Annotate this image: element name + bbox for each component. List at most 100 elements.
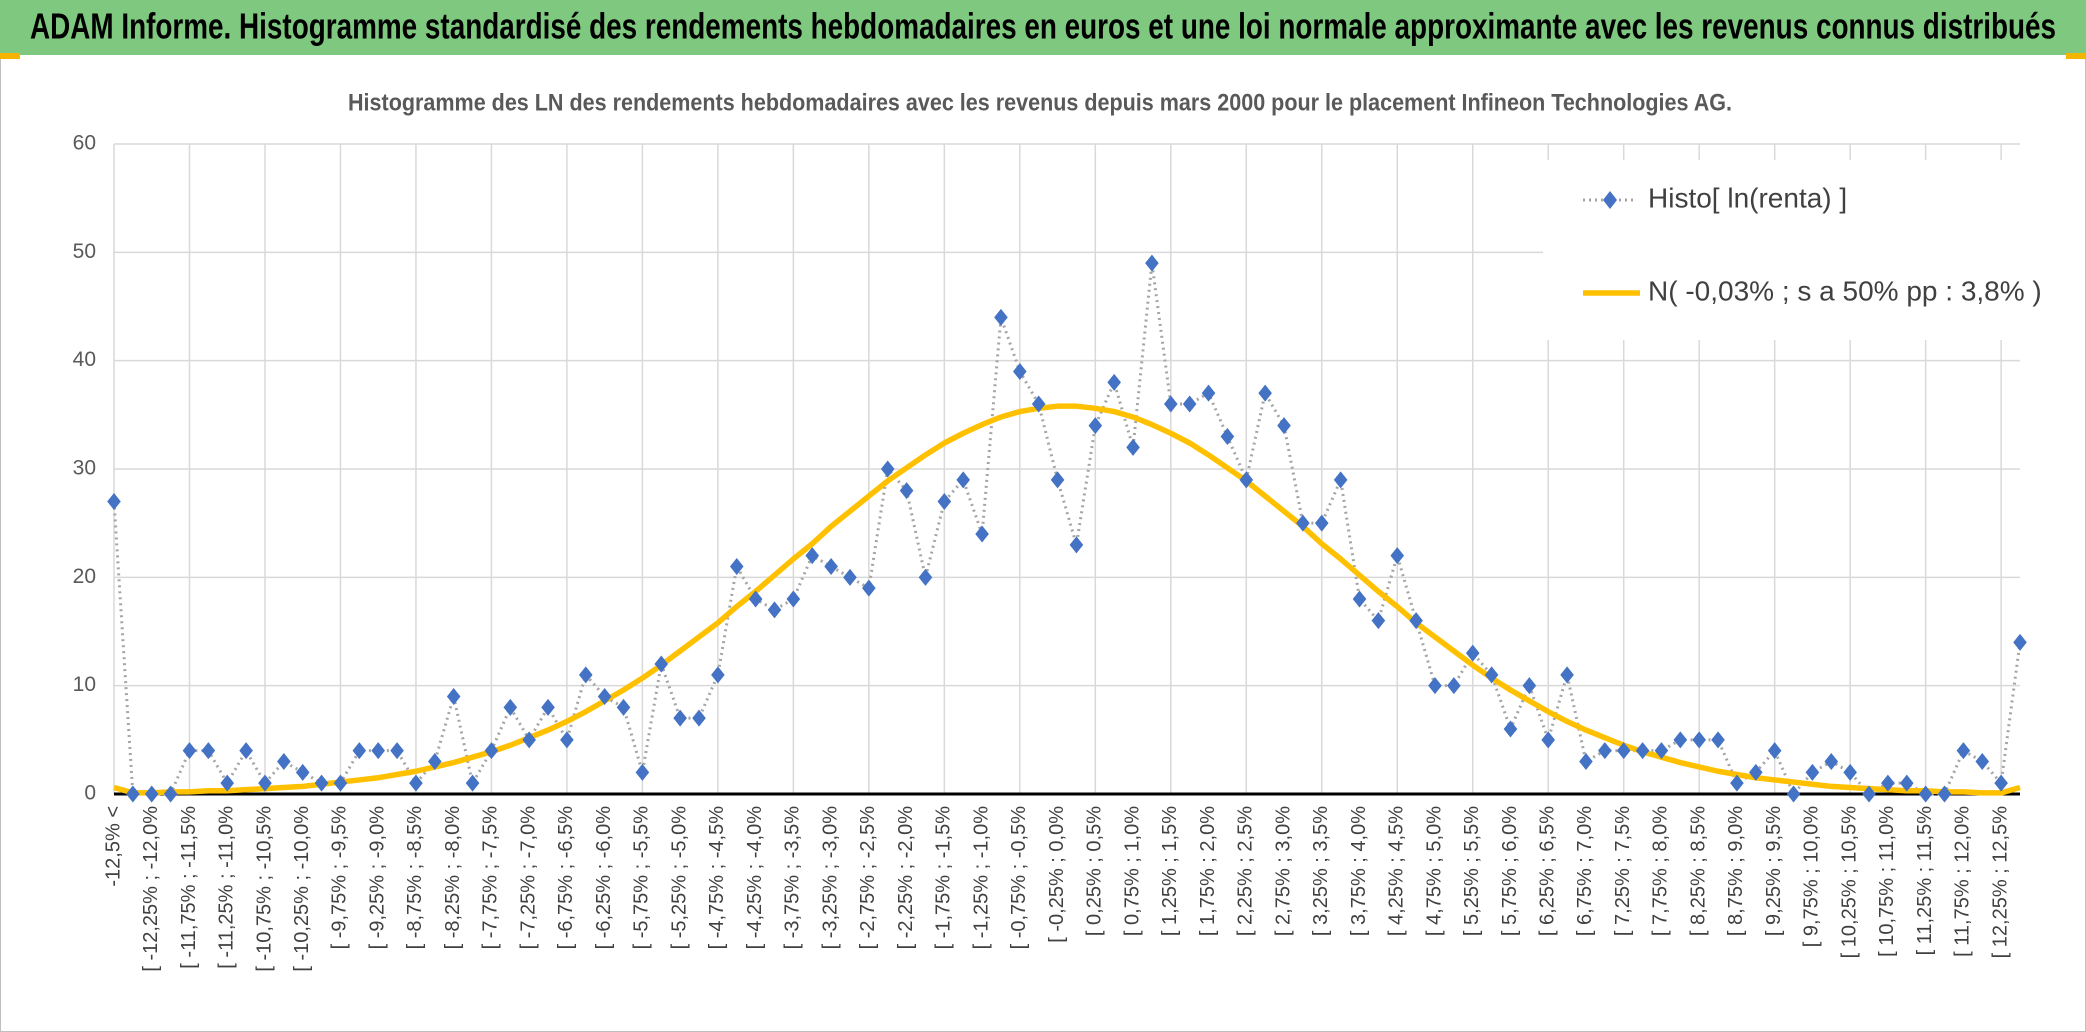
x-tick-label: [ 3,75% ; 4,0% bbox=[1348, 806, 1370, 936]
point bbox=[1465, 644, 1480, 662]
x-tick-label: [ -3,25% ; -3,0% bbox=[819, 806, 841, 950]
histo-line bbox=[112, 262, 2022, 797]
x-tick-label: [ -2,25% ; -2,0% bbox=[895, 806, 917, 950]
point bbox=[1352, 590, 1367, 608]
x-tick-label: [ 6,25% ; 6,5% bbox=[1536, 806, 1558, 936]
x-tick-label: -12,5% < bbox=[102, 806, 124, 887]
point bbox=[1031, 395, 1046, 413]
point bbox=[597, 688, 612, 705]
point bbox=[371, 742, 385, 760]
point bbox=[975, 525, 989, 543]
point bbox=[2013, 633, 2027, 651]
header-bar bbox=[0, 0, 2086, 55]
x-tick-label: [ -4,25% ; -4,0% bbox=[744, 806, 766, 950]
point bbox=[541, 698, 555, 716]
point bbox=[295, 763, 310, 781]
point bbox=[409, 774, 423, 792]
point bbox=[390, 742, 404, 760]
point bbox=[1956, 742, 1971, 760]
point bbox=[1899, 774, 1914, 792]
point bbox=[163, 785, 178, 803]
x-tick-label: [ -5,25% ; -5,0% bbox=[668, 806, 690, 950]
x-tick-label: [ 9,75% ; 10,0% bbox=[1801, 806, 1823, 947]
point bbox=[428, 753, 442, 770]
x-tick-label: [ 2,75% ; 3,0% bbox=[1272, 806, 1294, 936]
point bbox=[560, 731, 574, 749]
point bbox=[956, 471, 971, 489]
point bbox=[805, 547, 820, 565]
header-title: ADAM Informe. Histogramme standardisé de… bbox=[30, 6, 2056, 47]
point bbox=[843, 568, 857, 586]
point bbox=[1447, 677, 1461, 695]
point bbox=[1673, 731, 1688, 749]
point bbox=[1616, 742, 1631, 760]
point bbox=[258, 774, 272, 792]
point bbox=[277, 753, 291, 770]
point bbox=[503, 698, 518, 716]
point bbox=[126, 785, 140, 803]
point bbox=[1730, 774, 1744, 792]
point bbox=[1088, 417, 1103, 435]
point bbox=[1598, 742, 1612, 760]
point bbox=[937, 493, 952, 510]
x-tick-label: [ 5,25% ; 5,5% bbox=[1461, 806, 1483, 936]
point bbox=[1069, 536, 1084, 554]
point bbox=[1314, 514, 1329, 532]
y-tick-label: 0 bbox=[84, 782, 96, 805]
point bbox=[1163, 395, 1178, 413]
point bbox=[1371, 612, 1386, 630]
point bbox=[1635, 742, 1650, 760]
x-tick-label: [ -8,75% ; -8,5% bbox=[404, 806, 426, 950]
point bbox=[1258, 384, 1272, 402]
point bbox=[1409, 612, 1423, 630]
x-tick-label: [ 0,25% ; 0,5% bbox=[1084, 806, 1106, 936]
point bbox=[1296, 514, 1310, 532]
x-tick-label: [ -0,25% ; 0,0% bbox=[1046, 806, 1068, 943]
point bbox=[616, 698, 631, 716]
point bbox=[182, 742, 197, 760]
y-tick-label: 20 bbox=[73, 565, 96, 588]
x-tick-label: [ 1,75% ; 2,0% bbox=[1197, 806, 1219, 936]
x-tick-label: [ -10,25% ; -10,0% bbox=[291, 806, 313, 972]
point bbox=[635, 763, 650, 781]
x-tick-label: [ -1,25% ; -1,0% bbox=[970, 806, 992, 950]
point bbox=[1881, 774, 1895, 792]
point bbox=[220, 774, 235, 792]
point bbox=[1767, 742, 1782, 760]
x-tick-label: [ -2,75% ; -2,5% bbox=[857, 806, 879, 950]
legend-label: Histo[ ln(renta) ] bbox=[1648, 182, 1847, 213]
point bbox=[465, 774, 480, 792]
point bbox=[333, 774, 348, 792]
point bbox=[1692, 731, 1706, 749]
x-tick-label: [ 10,25% ; 10,5% bbox=[1838, 806, 1860, 959]
x-tick-label: [ -8,25% ; -8,0% bbox=[442, 806, 464, 950]
point bbox=[1220, 428, 1235, 445]
legend-label: N( -0,03% ; s a 50% pp : 3,8% ) bbox=[1648, 275, 2042, 306]
point bbox=[1711, 731, 1725, 749]
point bbox=[144, 785, 159, 803]
point bbox=[1749, 763, 1763, 781]
point bbox=[1201, 384, 1216, 402]
point bbox=[1145, 254, 1159, 272]
point bbox=[1994, 774, 2008, 792]
x-tick-label: [ 7,75% ; 8,0% bbox=[1650, 806, 1672, 936]
x-tick-label: [ -5,75% ; -5,5% bbox=[631, 806, 653, 950]
point bbox=[1503, 720, 1518, 738]
point bbox=[862, 579, 876, 597]
point bbox=[1182, 395, 1197, 413]
corner bbox=[0, 53, 20, 59]
point bbox=[446, 688, 461, 705]
x-tick-label: [ -7,75% ; -7,5% bbox=[480, 806, 502, 950]
point bbox=[899, 482, 914, 500]
x-tick-label: [ -12,25% ; -12,0% bbox=[140, 806, 162, 972]
point bbox=[711, 666, 725, 684]
x-tick-label: [ -10,75% ; -10,5% bbox=[253, 806, 275, 972]
x-tick-label: [ 5,75% ; 6,0% bbox=[1499, 806, 1521, 936]
x-tick-label: [ -6,75% ; -6,5% bbox=[555, 806, 577, 950]
point bbox=[1522, 677, 1537, 695]
point bbox=[1843, 763, 1857, 781]
x-tick-label: [ 11,75% ; 12,0% bbox=[1952, 806, 1974, 957]
x-tick-label: [ 4,25% ; 4,5% bbox=[1386, 806, 1408, 936]
point bbox=[1560, 666, 1574, 684]
x-tick-label: [ 9,25% ; 9,5% bbox=[1763, 806, 1785, 936]
